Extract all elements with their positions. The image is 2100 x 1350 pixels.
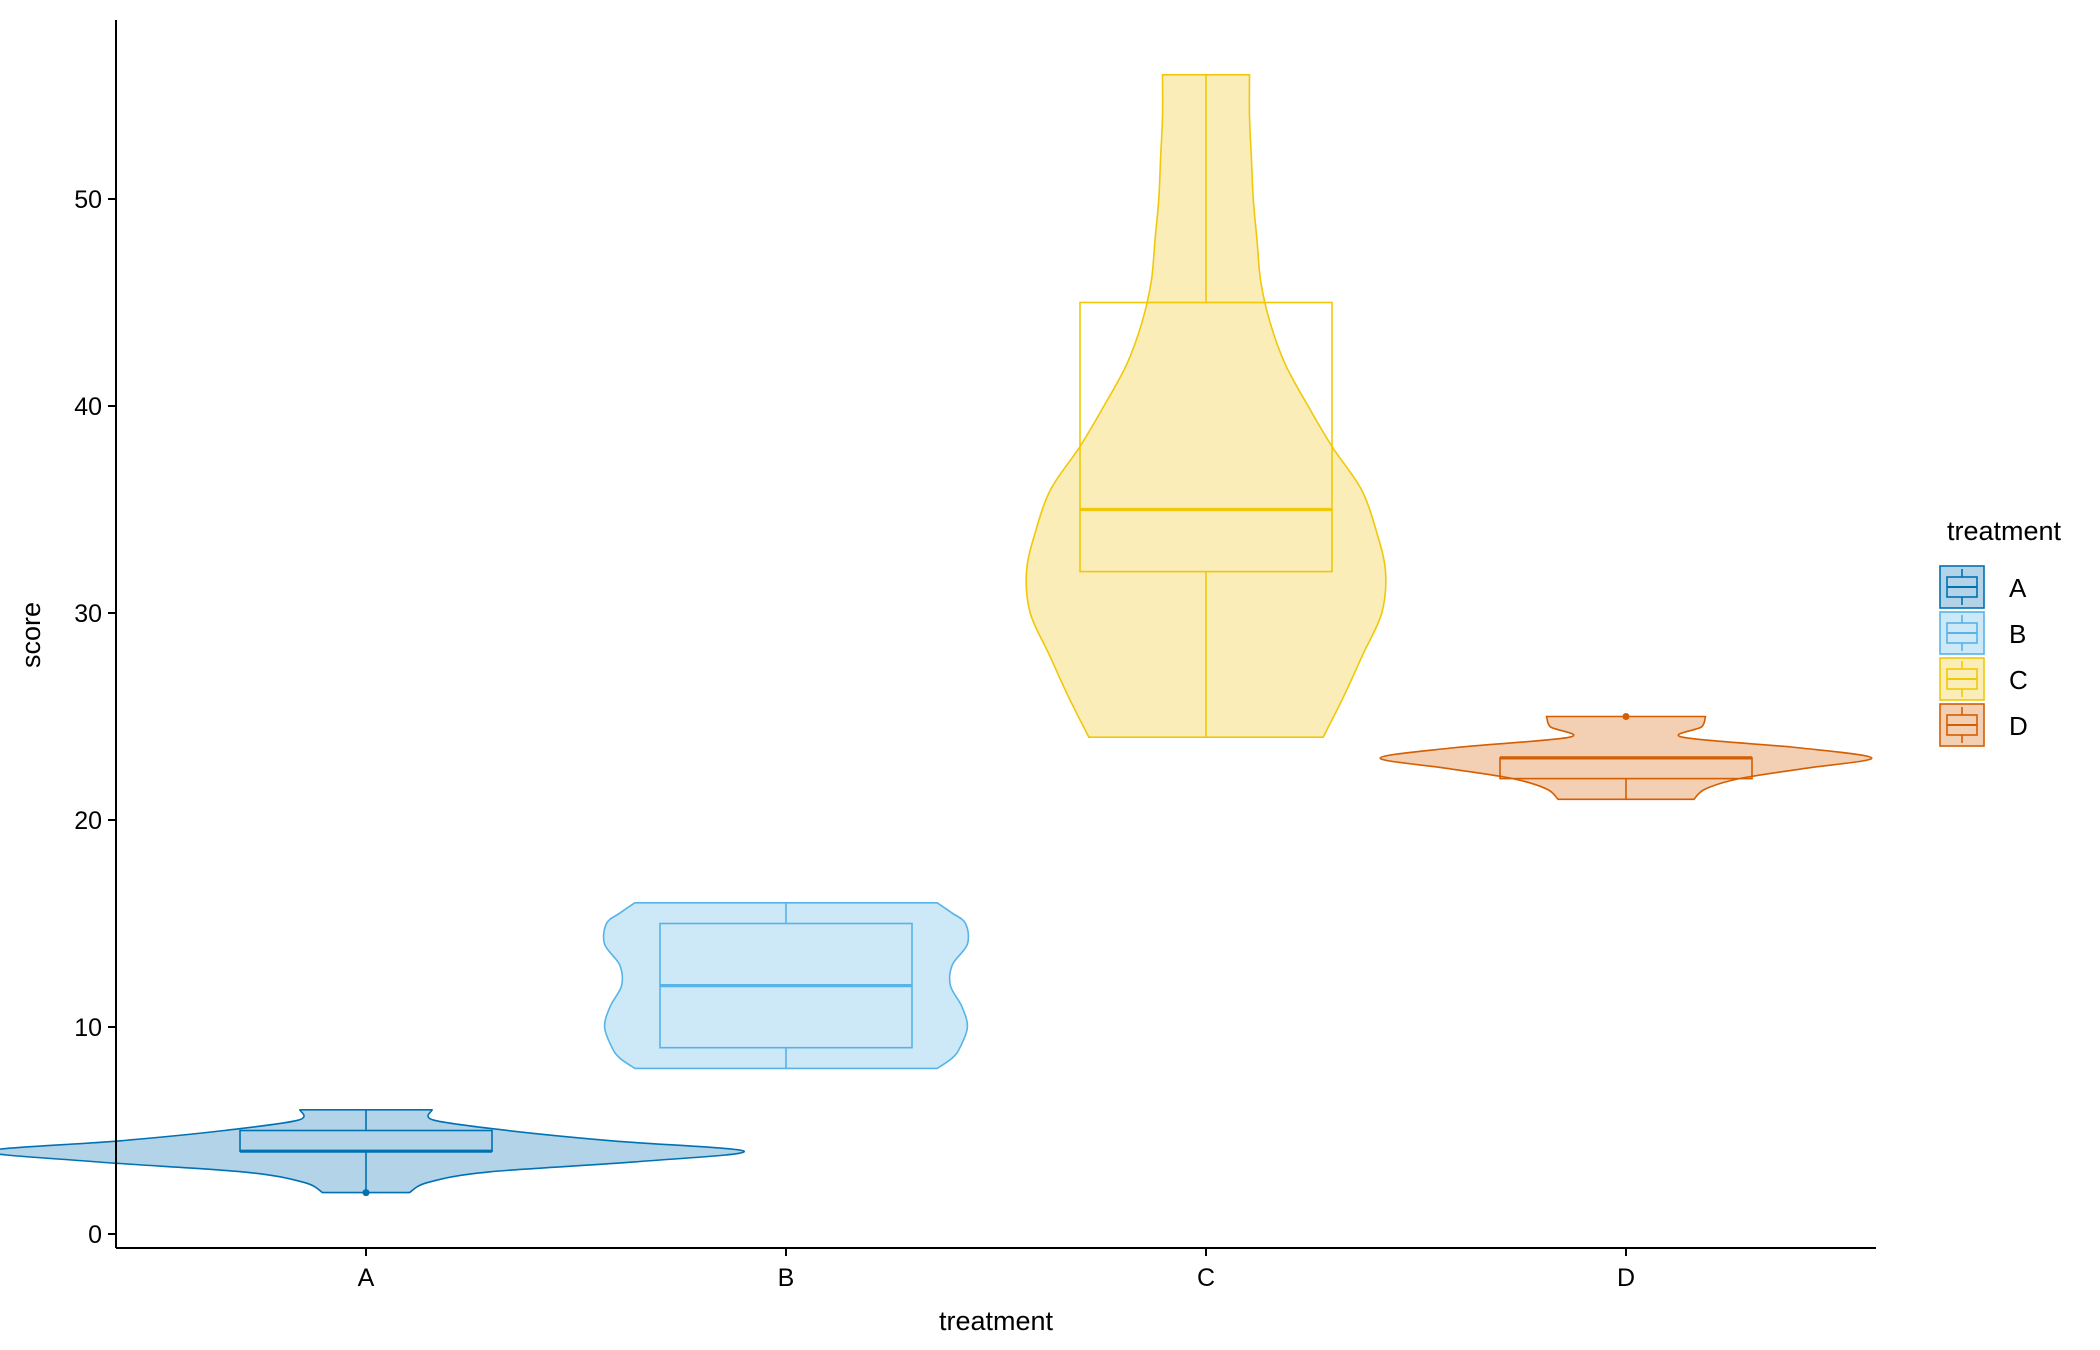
violin-group-a <box>0 1109 745 1197</box>
y-tick-label: 20 <box>74 807 102 835</box>
legend-item-a: A <box>1939 565 2027 609</box>
y-tick-label: 30 <box>74 600 102 628</box>
x-tick-label: B <box>778 1264 795 1292</box>
outlier-point <box>1622 713 1630 720</box>
x-tick-label: A <box>358 1264 375 1292</box>
box-c <box>1079 301 1333 573</box>
violin-group-c <box>1025 74 1387 738</box>
y-tick-label: 0 <box>88 1221 102 1249</box>
legend-item-d: D <box>1939 703 2028 747</box>
legend-item-c: C <box>1939 657 2028 701</box>
y-axis-title: score <box>16 602 46 668</box>
x-tick-label: C <box>1197 1264 1215 1292</box>
legend-item-b: B <box>1939 611 2026 655</box>
outlier-point <box>362 1189 370 1197</box>
legend-label: B <box>2009 619 2026 649</box>
x-axis: A B C D <box>116 1247 1876 1292</box>
x-tick-label: D <box>1617 1264 1635 1292</box>
violin-group-b <box>602 902 970 1070</box>
y-tick-label: 50 <box>74 186 102 214</box>
violin-group-d <box>1379 713 1873 801</box>
plot-area <box>0 74 1873 1197</box>
legend-title: treatment <box>1947 516 2062 546</box>
y-axis: 0 10 20 30 40 50 <box>74 20 117 1249</box>
legend-label: A <box>2009 573 2027 603</box>
y-tick-label: 10 <box>74 1014 102 1042</box>
legend-label: C <box>2009 665 2028 695</box>
y-tick-label: 40 <box>74 393 102 421</box>
x-axis-title: treatment <box>939 1306 1054 1336</box>
legend-label: D <box>2009 711 2028 741</box>
